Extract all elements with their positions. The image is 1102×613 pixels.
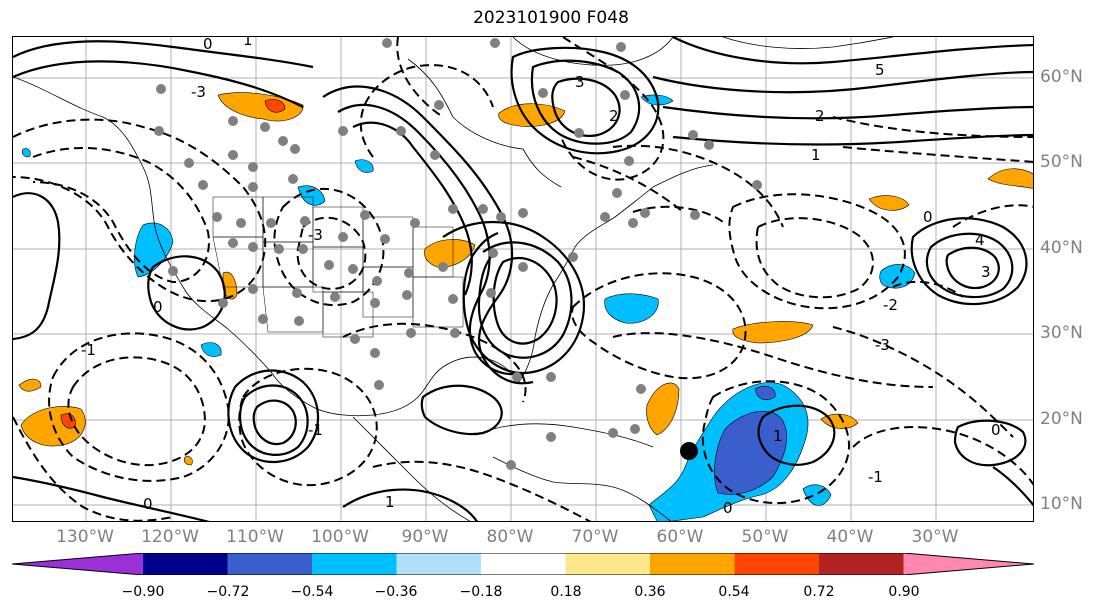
colorbar-extend-high [903,553,1034,575]
contour-label: -3 [191,83,206,101]
positive-anomaly-patch [217,92,304,122]
contour-label: 2 [609,107,619,125]
colorbar-tick-label: 0.90 [888,584,920,600]
lon-label: 50°W [741,527,789,547]
contour-label: 0 [723,499,733,517]
contour-label: 0 [153,298,163,316]
strong-negative-anomaly-patch [714,410,787,495]
contour-label: 2 [815,107,825,125]
lon-label: 120°W [141,527,199,547]
lat-label: 20°N [1040,409,1083,429]
positive-anomaly-patch [424,239,476,268]
strong-negative-anomaly-patch [754,385,776,401]
lon-label: 80°W [486,527,534,547]
contour-label: -3 [875,336,890,354]
contour-label: 0 [991,421,1001,439]
map-panel: 5 4 3 3 2 2 1 1 0 0 0 0 0 0 -3 -3 -3 -2 … [12,36,1034,522]
negative-anomaly-patch [604,293,659,324]
lat-label: 30°N [1040,323,1083,343]
lon-label: 70°W [571,527,619,547]
coastlines [13,37,894,521]
contour-label: -3 [308,226,323,244]
lon-label: 130°W [56,527,114,547]
storm-center-marker [680,442,698,460]
colorbar-segment [312,553,397,575]
negative-anomaly-patch [134,222,174,278]
lon-label: 90°W [401,527,449,547]
figure-title: 2023101900 F048 [473,8,629,28]
contour-label: 3 [981,263,991,281]
colorbar-segment [143,553,228,575]
colorbar-outline [12,553,1035,575]
contour-label: -2 [883,296,898,314]
colorbar-segment [396,553,482,575]
positive-anomaly-patch [820,413,859,429]
contour-label: -1 [81,341,96,359]
lat-label: 60°N [1040,67,1083,87]
colorbar-tick-label: 0.54 [718,584,750,600]
positive-contours [13,37,1033,521]
colorbar-segment [565,553,651,575]
negative-anomaly-patch [297,185,326,206]
positive-anomaly-patch [987,168,1033,189]
colorbar-segment [650,553,735,575]
colorbar-tick-label: −0.18 [459,584,503,600]
colorbar-tick-label: 0.72 [803,584,835,600]
colorbar-tick-label: −0.54 [290,584,334,600]
lon-label: 40°W [826,527,874,547]
colorbar-tick-label: −0.72 [206,584,250,600]
colorbar-tick-label: −0.90 [121,584,165,600]
lat-label: 50°N [1040,152,1083,172]
colorbar-segment [734,553,820,575]
contour-label: -1 [308,421,323,439]
lon-label: 60°W [656,527,704,547]
colorbar [12,553,1035,575]
lon-label: 100°W [311,527,369,547]
state-boundaries [212,196,464,338]
positive-anomaly-patch [264,99,286,113]
colorbar-segment [227,553,313,575]
positive-anomaly-patch [732,321,814,344]
map-canvas: 5 4 3 3 2 2 1 1 0 0 0 0 0 0 -3 -3 -3 -2 … [13,37,1033,521]
contour-label: 1 [773,427,783,445]
colorbar-segment [481,553,566,575]
positive-anomaly-patch [183,456,193,466]
colorbar-extend-low [12,553,143,575]
lat-label: 10°N [1040,494,1083,514]
positive-anomaly-patch [868,195,910,211]
contour-label: 0 [923,208,933,226]
contour-label: 4 [975,231,985,249]
contour-labels: 5 4 3 3 2 2 1 1 0 0 0 0 0 0 -3 -3 -3 -2 … [81,37,1001,517]
colorbar-segments [12,553,1035,575]
positive-anomaly-patch [646,382,680,436]
positive-anomaly-patch [18,378,42,392]
negative-anomaly-patch [200,342,222,357]
contour-label: 3 [575,73,585,91]
contour-label: 1 [811,146,821,164]
contour-label: 1 [385,493,395,511]
negative-contours [13,37,1033,521]
station-markers [154,38,762,470]
lon-label: 110°W [226,527,284,547]
lat-label: 40°N [1040,238,1083,258]
negative-anomaly-patch [354,159,374,173]
contour-label: -1 [868,468,883,486]
contour-label: 0 [203,37,213,53]
negative-anomaly-patch [21,148,31,158]
lon-label: 30°W [911,527,959,547]
colorbar-tick-label: −0.36 [374,584,418,600]
colorbar-tick-label: 0.18 [550,584,582,600]
colorbar-segment [819,553,904,575]
contour-label: 5 [875,61,885,79]
negative-anomaly-patch [802,484,832,506]
contour-label: 0 [143,495,153,513]
colorbar-tick-label: 0.36 [634,584,666,600]
contour-label: 1 [243,37,253,49]
